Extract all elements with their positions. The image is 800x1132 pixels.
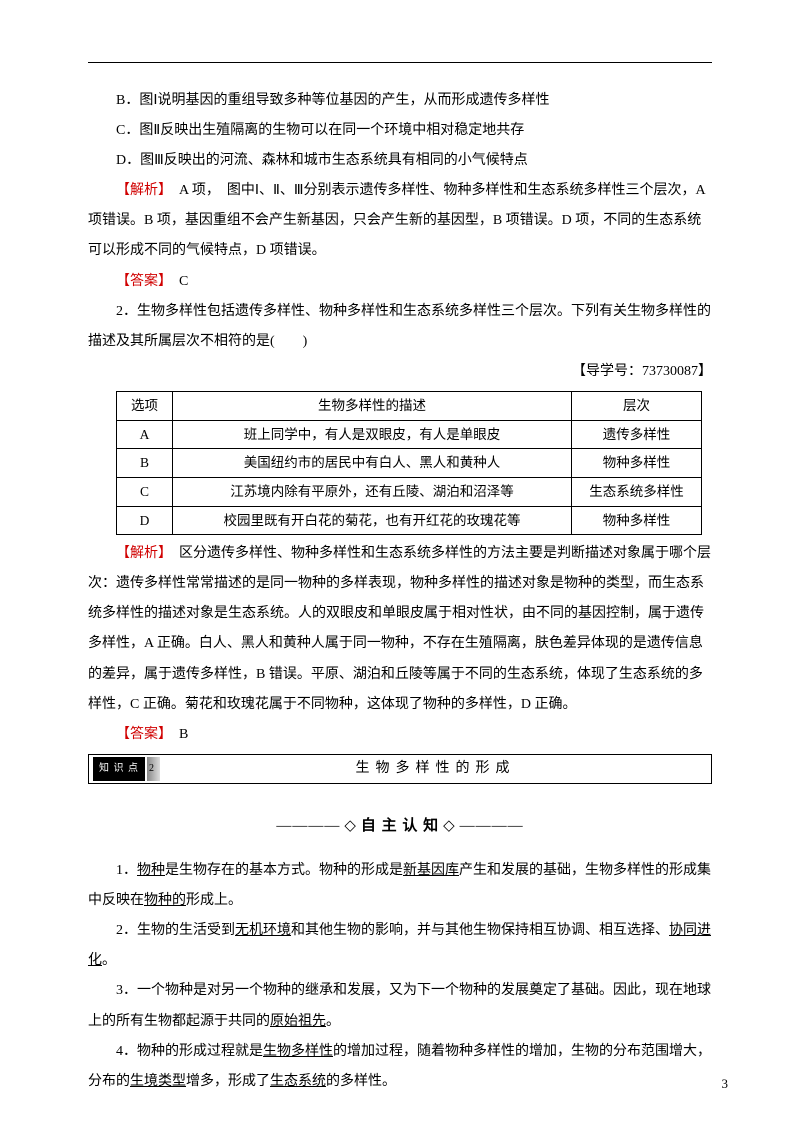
option-b: B．图Ⅰ说明基因的重组导致多种等位基因的产生，从而形成遗传多样性 xyxy=(88,86,712,116)
underline-term: 生物多样性 xyxy=(263,1044,333,1059)
table-cell: 班上同学中，有人是双眼皮，有人是单眼皮 xyxy=(173,420,572,449)
table-cell: 校园里既有开白花的菊花，也有开红花的玫瑰花等 xyxy=(173,506,572,535)
cognition-2: 2．生物的生活受到无机环境和其他生物的影响，并与其他生物保持相互协调、相互选择、… xyxy=(88,916,712,976)
table-header: 选项 xyxy=(117,391,173,420)
table-cell: C xyxy=(117,477,173,506)
table-header-row: 选项 生物多样性的描述 层次 xyxy=(117,391,702,420)
text: 增多，形成了 xyxy=(186,1074,270,1089)
text: 3．一个物种是对另一个物种的继承和发展，又为下一个物种的发展奠定了基础。因此，现… xyxy=(88,983,711,1028)
text: 2．生物的生活受到 xyxy=(116,923,235,938)
diamond-icon: ◇ xyxy=(439,818,460,834)
top-rule xyxy=(88,62,712,63)
underline-term: 新基因库 xyxy=(403,863,459,878)
text: 的多样性。 xyxy=(326,1074,396,1089)
cognition-4: 4．物种的形成过程就是生物多样性的增加过程，随着物种多样性的增加，生物的分布范围… xyxy=(88,1037,712,1097)
table-cell: 江苏境内除有平原外，还有丘陵、湖泊和沼泽等 xyxy=(173,477,572,506)
options-table: 选项 生物多样性的描述 层次 A 班上同学中，有人是双眼皮，有人是单眼皮 遗传多… xyxy=(116,391,702,535)
text: 1． xyxy=(116,863,137,878)
knowledge-tag: 知 识 点 xyxy=(93,757,145,781)
table-row: A 班上同学中，有人是双眼皮，有人是单眼皮 遗传多样性 xyxy=(117,420,702,449)
knowledge-point-box: 知 识 点2 生物多样性的形成 xyxy=(88,754,712,784)
text: 。 xyxy=(102,953,116,968)
answer-tag: 【答案】 xyxy=(116,274,165,289)
text: 形成上。 xyxy=(186,893,242,908)
analysis-tag: 【解析】 xyxy=(116,183,165,198)
cognition-3: 3．一个物种是对另一个物种的继承和发展，又为下一个物种的发展奠定了基础。因此，现… xyxy=(88,976,712,1036)
divider-line: ———— xyxy=(460,818,524,834)
section-title: 自 主 认 知 xyxy=(361,818,439,834)
table-cell: B xyxy=(117,449,173,478)
answer-1: 【答案】 C xyxy=(88,267,712,297)
underline-term: 无机环境 xyxy=(235,923,291,938)
underline-term: 物种 xyxy=(137,863,165,878)
analysis-text: 区分遗传多样性、物种多样性和生态系统多样性的方法主要是判断描述对象属于哪个层次：… xyxy=(88,546,711,711)
answer-2: 【答案】 B xyxy=(88,720,712,750)
table-cell: 美国纽约市的居民中有白人、黑人和黄种人 xyxy=(173,449,572,478)
reference-number: 【导学号：73730087】 xyxy=(88,357,712,387)
text: 和其他生物的影响，并与其他生物保持相互协调、相互选择、 xyxy=(291,923,669,938)
page-number: 3 xyxy=(722,1076,729,1092)
option-c: C．图Ⅱ反映出生殖隔离的生物可以在同一个环境中相对稳定地共存 xyxy=(88,116,712,146)
answer-tag: 【答案】 xyxy=(116,727,165,742)
diamond-icon: ◇ xyxy=(340,818,361,834)
table-header: 生物多样性的描述 xyxy=(173,391,572,420)
table-row: C 江苏境内除有平原外，还有丘陵、湖泊和沼泽等 生态系统多样性 xyxy=(117,477,702,506)
cognition-1: 1．物种是生物存在的基本方式。物种的形成是新基因库产生和发展的基础，生物多样性的… xyxy=(88,856,712,916)
table-cell: 物种多样性 xyxy=(572,506,702,535)
table-cell: 生态系统多样性 xyxy=(572,477,702,506)
divider-line: ———— xyxy=(276,818,340,834)
table-cell: A xyxy=(117,420,173,449)
text: 4．物种的形成过程就是 xyxy=(116,1044,263,1059)
table-header: 层次 xyxy=(572,391,702,420)
knowledge-title: 生物多样性的形成 xyxy=(160,754,711,784)
option-d: D．图Ⅲ反映出的河流、森林和城市生态系统具有相同的小气候特点 xyxy=(88,146,712,176)
table-cell: 遗传多样性 xyxy=(572,420,702,449)
text: 。 xyxy=(326,1014,340,1029)
page-content: B．图Ⅰ说明基因的重组导致多种等位基因的产生，从而形成遗传多样性 C．图Ⅱ反映出… xyxy=(88,86,712,1097)
table-row: D 校园里既有开白花的菊花，也有开红花的玫瑰花等 物种多样性 xyxy=(117,506,702,535)
answer-text: C xyxy=(165,274,188,289)
table-cell: 物种多样性 xyxy=(572,449,702,478)
underline-term: 生态系统 xyxy=(270,1074,326,1089)
analysis-2: 【解析】 区分遗传多样性、物种多样性和生态系统多样性的方法主要是判断描述对象属于… xyxy=(88,539,712,720)
answer-text: B xyxy=(165,727,188,742)
table-row: B 美国纽约市的居民中有白人、黑人和黄种人 物种多样性 xyxy=(117,449,702,478)
knowledge-num: 2 xyxy=(147,757,160,781)
table-cell: D xyxy=(117,506,173,535)
analysis-1: 【解析】 A 项， 图中Ⅰ、Ⅱ、Ⅲ分别表示遗传多样性、物种多样性和生态系统多样性… xyxy=(88,176,712,266)
question-2-stem: 2．生物多样性包括遗传多样性、物种多样性和生态系统多样性三个层次。下列有关生物多… xyxy=(88,297,712,357)
underline-term: 原始祖先 xyxy=(270,1014,326,1029)
text: 是生物存在的基本方式。物种的形成是 xyxy=(165,863,403,878)
analysis-text: A 项， 图中Ⅰ、Ⅱ、Ⅲ分别表示遗传多样性、物种多样性和生态系统多样性三个层次，… xyxy=(88,183,705,258)
section-divider: ————◇自 主 认 知◇———— xyxy=(88,810,712,842)
underline-term: 生境类型 xyxy=(130,1074,186,1089)
analysis-tag: 【解析】 xyxy=(116,546,165,561)
underline-term: 物种的 xyxy=(144,893,186,908)
